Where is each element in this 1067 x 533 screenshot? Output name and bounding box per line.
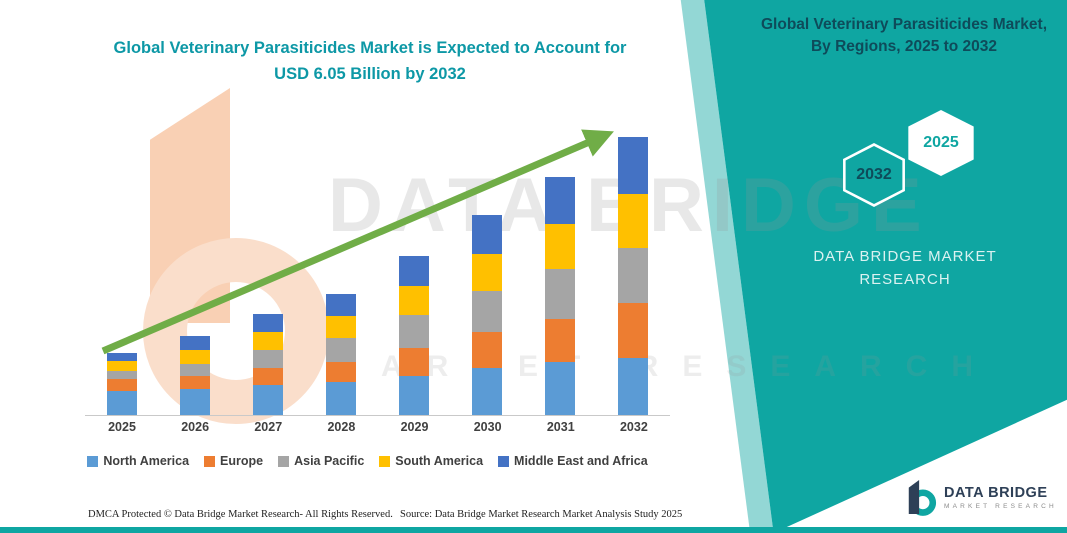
x-tick-label: 2032	[619, 420, 648, 434]
bar-segment	[325, 315, 356, 338]
legend-label: South America	[395, 454, 484, 468]
bar-segment	[545, 362, 576, 415]
panel-brand-text: DATA BRIDGE MARKET RESEARCH	[813, 248, 997, 288]
x-tick-label: 2029	[400, 420, 429, 434]
bar-segment	[252, 368, 283, 386]
bar-segment	[618, 357, 649, 415]
bar-segment	[252, 350, 283, 369]
watermark-market-research: MARKET RESEARCH	[332, 350, 998, 383]
bar-2028	[325, 293, 356, 415]
bar-segment	[618, 194, 649, 249]
hexagon-fill	[845, 146, 903, 204]
bar-segment	[252, 332, 283, 351]
bar-segment	[325, 293, 356, 316]
legend-swatch	[498, 455, 510, 467]
bar-segment	[618, 248, 649, 303]
bar-segment	[106, 391, 137, 415]
dmca-notice: DMCA Protected © Data Bridge Market Rese…	[88, 509, 393, 520]
footer-logo-title: DATA BRIDGE	[944, 484, 1048, 501]
bar-segment	[252, 313, 283, 333]
chart-title-line1: Global Veterinary Parasiticides Market i…	[113, 39, 627, 57]
panel-heading: Global Veterinary Parasiticides Market, …	[760, 16, 1048, 56]
legend-swatch	[278, 455, 290, 467]
legend-label: Asia Pacific	[294, 454, 365, 468]
legend-swatch	[204, 455, 216, 467]
bar-segment	[472, 290, 503, 333]
bar-2032	[618, 137, 649, 415]
bar-segment	[545, 268, 576, 319]
bar-segment	[252, 385, 283, 415]
plot-area	[85, 100, 670, 416]
bar-segment	[545, 224, 576, 269]
bar-segment	[618, 302, 649, 358]
bar-segment	[179, 389, 210, 415]
x-tick-label: 2031	[546, 420, 575, 434]
bar-segment	[399, 314, 430, 348]
bar-2031	[545, 176, 576, 415]
bar-segment	[399, 256, 430, 287]
bar-segment	[179, 349, 210, 364]
chart-legend: North America Europe Asia Pacific South Ame…	[35, 454, 700, 468]
hexagon-2032: 2032	[838, 143, 910, 207]
x-tick-label: 2030	[473, 420, 502, 434]
bar-segment	[399, 347, 430, 376]
bar-segment	[545, 176, 576, 225]
bar-segment	[399, 375, 430, 415]
stacked-bar-chart: 2025 2026 2027 2028 2029 2030 2031 2032 North A…	[60, 100, 675, 472]
bottom-teal-strip	[0, 527, 1067, 533]
legend-item: South America	[379, 454, 483, 468]
bar-segment	[325, 337, 356, 362]
bar-segment	[399, 286, 430, 315]
bar-segment	[179, 363, 210, 376]
legend-item: Asia Pacific	[278, 454, 364, 468]
legend-swatch	[87, 455, 99, 467]
legend-label: Middle East and Africa	[514, 454, 648, 468]
bar-segment	[106, 352, 137, 362]
bar-segment	[472, 215, 503, 254]
source-note: Source: Data Bridge Market Research Mark…	[400, 509, 683, 520]
hexagon-2025: 2025	[903, 110, 979, 176]
bar-2026	[179, 336, 210, 415]
bar-2025	[106, 352, 137, 415]
bar-segment	[106, 361, 137, 372]
dbmr-b-icon	[908, 480, 937, 516]
bar-segment	[618, 137, 649, 195]
bar-segment	[545, 318, 576, 363]
legend-item: North America	[87, 454, 189, 468]
chart-title: Global Veterinary Parasiticides Market i…	[90, 36, 650, 87]
legend-item: Europe	[204, 454, 263, 468]
dbmr-footer-logo: DATA BRIDGE MARKET RESEARCH	[905, 478, 1057, 516]
bar-segment	[472, 368, 503, 415]
bar-segment	[472, 253, 503, 291]
legend-label: North America	[103, 454, 190, 468]
footer-logo-subtitle: MARKET RESEARCH	[944, 502, 1057, 510]
bar-segment	[179, 336, 210, 350]
hexagon-2025-label: 2025	[923, 134, 959, 151]
bar-2027	[252, 313, 283, 415]
legend-swatch	[379, 455, 391, 467]
hexagon-2032-label: 2032	[856, 166, 892, 183]
legend-label: Europe	[220, 454, 264, 468]
x-axis-labels: 2025 2026 2027 2028 2029 2030 2031 2032	[85, 420, 670, 438]
bar-segment	[106, 379, 137, 392]
x-tick-label: 2028	[327, 420, 356, 434]
x-tick-label: 2027	[254, 420, 283, 434]
bar-2030	[472, 215, 503, 415]
x-tick-label: 2025	[108, 420, 136, 434]
x-tick-label: 2026	[181, 420, 210, 434]
legend-item: Middle East and Africa	[498, 454, 648, 468]
bar-segment	[325, 361, 356, 383]
chart-title-line2: USD 6.05 Billion by 2032	[274, 64, 466, 83]
bar-2029	[399, 256, 430, 415]
bar-segment	[472, 332, 503, 369]
bar-segment	[106, 371, 137, 380]
bar-segment	[179, 375, 210, 390]
bar-segment	[325, 382, 356, 415]
